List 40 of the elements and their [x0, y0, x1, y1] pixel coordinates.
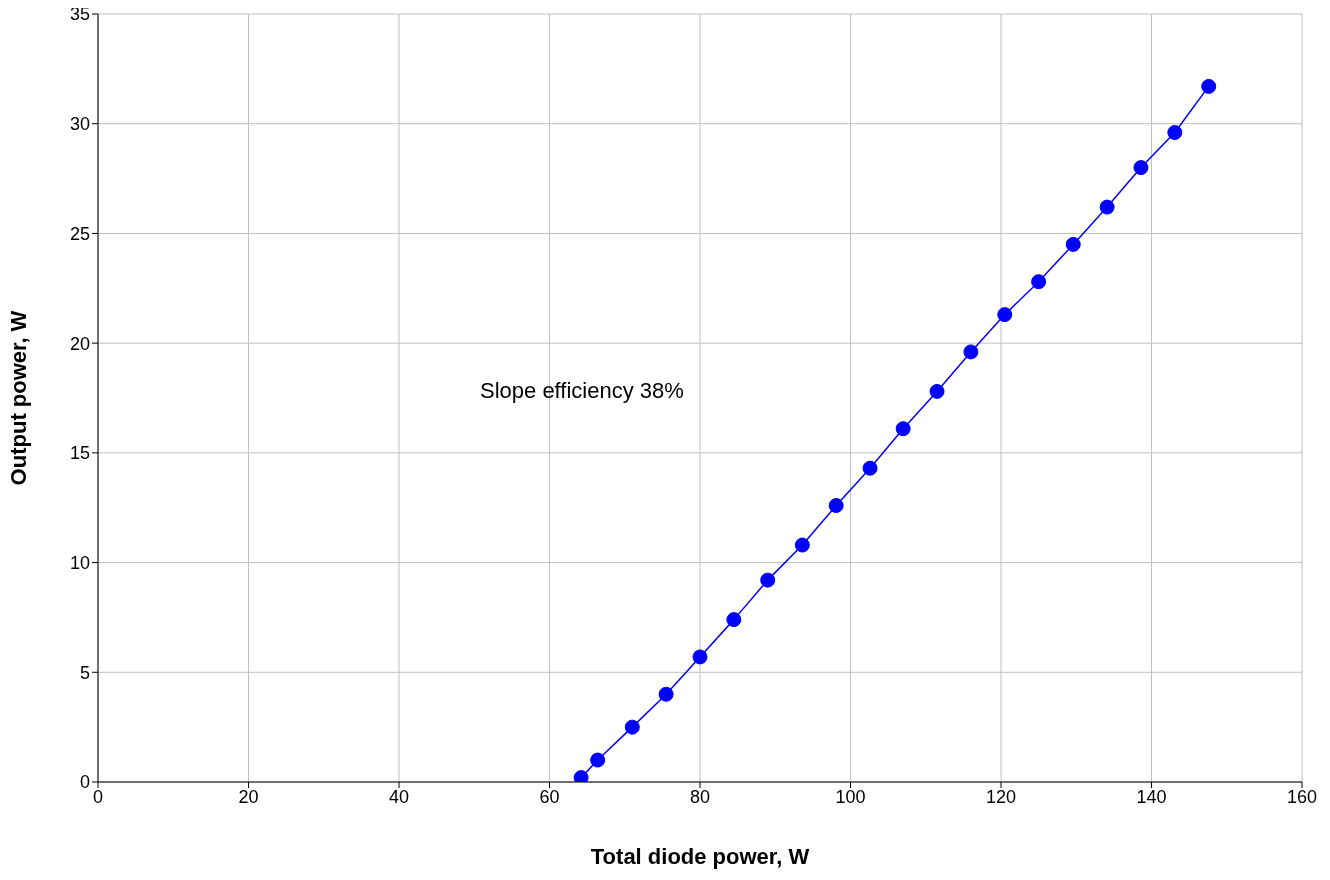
point: [929, 383, 945, 399]
x-tick-label: 80: [689, 786, 711, 807]
point: [997, 307, 1013, 323]
x-tick-label: 160: [1286, 786, 1318, 807]
x-tick-label: 20: [238, 786, 259, 807]
point: [1099, 199, 1115, 215]
point: [573, 770, 589, 782]
x-tick-label: 140: [1136, 786, 1167, 807]
y-tick-label: 25: [69, 223, 90, 244]
point: [828, 498, 844, 514]
point: [658, 686, 674, 702]
y-tick-label: 10: [69, 552, 90, 573]
y-tick-label: 35: [69, 4, 90, 25]
point: [692, 649, 708, 665]
point: [1201, 78, 1217, 94]
x-tick-label: 40: [388, 786, 410, 807]
point: [963, 344, 979, 360]
y-axis-title: Output power, W: [5, 310, 31, 486]
y-tick-label: 0: [79, 772, 90, 793]
point: [1031, 274, 1047, 290]
x-axis-title: Total diode power, W: [590, 844, 810, 869]
x-tick-label: 120: [985, 786, 1017, 807]
y-tick-label: 30: [69, 114, 90, 135]
point: [760, 572, 776, 588]
point: [590, 752, 606, 768]
point: [726, 612, 742, 628]
point: [1065, 236, 1081, 252]
point: [895, 421, 911, 437]
x-tick-label: 0: [92, 786, 104, 807]
x-tick-label: 100: [835, 786, 866, 807]
point: [862, 460, 878, 476]
y-tick-label: 5: [79, 662, 90, 683]
point: [1133, 160, 1149, 176]
point: [624, 719, 640, 735]
point: [794, 537, 810, 553]
point: [1167, 124, 1183, 140]
annotation: Slope efficiency 38%: [480, 378, 684, 404]
y-tick-label: 20: [69, 333, 90, 354]
y-tick-label: 15: [69, 443, 90, 464]
x-tick-label: 60: [539, 786, 560, 807]
